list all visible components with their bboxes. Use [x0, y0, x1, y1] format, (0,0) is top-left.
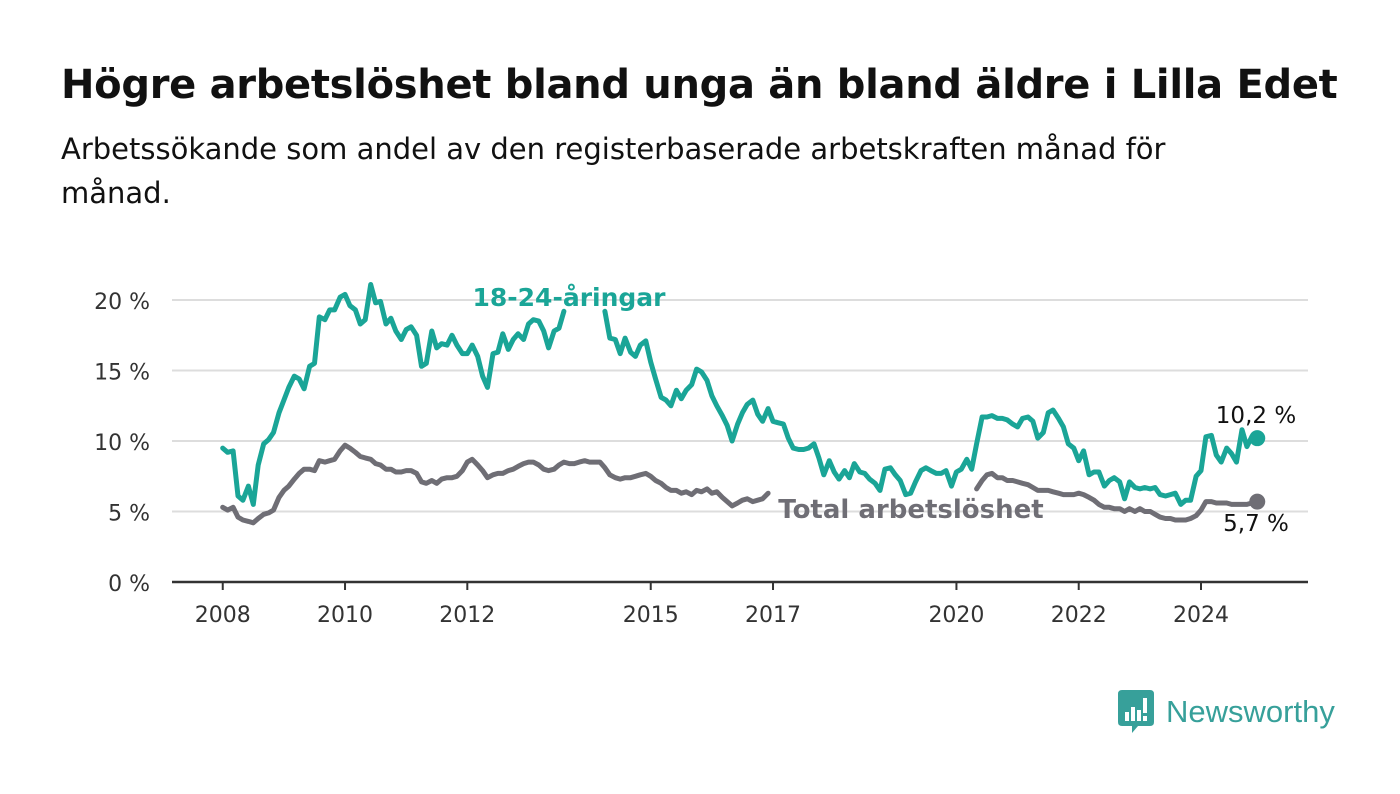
- chart-subtitle: Arbetssökande som andel av den registerb…: [61, 132, 1166, 210]
- y-tick-label: 5 %: [108, 502, 150, 527]
- newsworthy-logo: Newsworthy: [1118, 690, 1335, 734]
- x-tick-label: 2022: [1051, 603, 1107, 628]
- youth-end-point: [1249, 430, 1266, 447]
- total-series-line-segment-2: [974, 470, 1260, 523]
- bar-chart-speech-bubble-icon: [1118, 690, 1154, 733]
- y-tick-label: 0 %: [108, 572, 150, 597]
- x-tick-label: 2017: [745, 603, 801, 628]
- x-tick-label: 2020: [928, 603, 984, 628]
- total-end-point: [1249, 493, 1266, 510]
- x-tick-label: 2024: [1173, 603, 1229, 628]
- y-tick-label: 10 %: [94, 431, 150, 456]
- y-tick-label: 20 %: [94, 290, 150, 315]
- total-series-line-segment-1: [220, 442, 771, 526]
- logo-wordmark: Newsworthy: [1166, 694, 1335, 729]
- total-series-label: Total arbetslöshet: [778, 495, 1043, 525]
- total-end-value-label: 5,7 %: [1223, 511, 1289, 537]
- x-tick-label: 2010: [317, 603, 373, 628]
- youth-end-value-label: 10,2 %: [1216, 403, 1296, 429]
- youth-series-label: 18-24-åringar: [473, 283, 667, 312]
- y-tick-label: 15 %: [94, 361, 150, 386]
- chart-title: Högre arbetslöshet bland unga än bland ä…: [61, 62, 1338, 108]
- x-tick-label: 2015: [623, 603, 679, 628]
- youth-series-line-segment-2: [602, 308, 1260, 507]
- x-tick-label: 2008: [195, 603, 251, 628]
- x-tick-label: 2012: [439, 603, 495, 628]
- youth-series-line-segment-1: [220, 282, 567, 507]
